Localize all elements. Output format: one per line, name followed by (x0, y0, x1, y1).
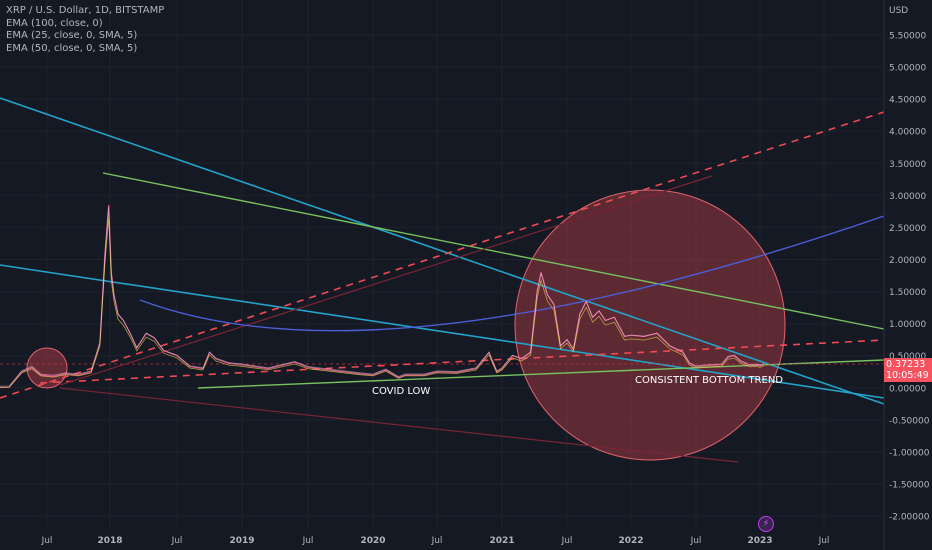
x-tick-label: 2019 (229, 536, 254, 546)
y-tick-label: 5.50000 (889, 31, 926, 41)
price-axis-panel[interactable] (884, 0, 932, 550)
x-tick-label: Jul (431, 536, 443, 546)
y-tick-label: -0.50000 (889, 416, 930, 426)
x-tick-label: Jul (41, 536, 53, 546)
ema-line-yellow (0, 217, 764, 388)
x-tick-label: 2018 (97, 536, 122, 546)
y-tick-label: 0.50000 (889, 352, 926, 362)
lightning-bolt-icon[interactable]: ⚡ (758, 516, 774, 532)
current-price-value: 0.37233 (886, 358, 926, 370)
annotation-covid-low: COVID LOW (372, 386, 430, 397)
candle-line-white (0, 207, 764, 387)
x-tick-label: 2023 (747, 536, 772, 546)
y-tick-label: 1.00000 (889, 320, 926, 330)
x-tick-label: Jul (818, 536, 830, 546)
trend-drawings (0, 97, 885, 463)
x-tick-label: Jul (171, 536, 183, 546)
y-tick-label: 1.50000 (889, 288, 926, 298)
y-tick-label: -1.50000 (889, 481, 930, 491)
annotation-consistent-bottom-trend: CONSISTENT BOTTOM TREND (635, 375, 783, 386)
y-tick-label: 3.50000 (889, 160, 926, 170)
price-series (0, 204, 765, 388)
bar-countdown: 10:05:49 (886, 369, 929, 381)
y-tick-label: -2.00000 (889, 513, 930, 523)
y-tick-label: 3.00000 (889, 192, 926, 202)
trendline-green-top (102, 172, 885, 330)
x-tick-label: Jul (302, 536, 314, 546)
y-tick-label: 4.00000 (889, 128, 926, 138)
trendline-cyan-lower (0, 264, 885, 399)
trendline-red-dashed-lower (39, 339, 885, 384)
y-tick-label: 4.50000 (889, 96, 926, 106)
y-tick-label: 2.50000 (889, 224, 926, 234)
indicator-ema-100[interactable]: EMA (100, close, 0) (6, 17, 103, 29)
trendline-cyan-upper (0, 97, 885, 405)
annotations: COVID LOW CONSISTENT BOTTOM TREND (372, 375, 783, 397)
x-tick-label: Jul (690, 536, 702, 546)
symbol-legend[interactable]: XRP / U.S. Dollar, 1D, BITSTAMP EMA (100… (6, 5, 164, 55)
highlight-circle-2017 (26, 347, 68, 389)
x-tick-label: 2022 (618, 536, 643, 546)
y-axis-ticks: 5.50000 5.00000 4.50000 4.00000 3.50000 3.000… (889, 31, 930, 522)
y-tick-label: 5.00000 (889, 64, 926, 74)
y-tick-label: 2.00000 (889, 256, 926, 266)
x-axis-ticks: Jul 2018 Jul 2019 Jul 2020 Jul 2021 Jul 2022 Jul 20… (41, 536, 830, 546)
trendline-green-bottom (197, 359, 885, 389)
trendline-dark-red-upper (59, 175, 713, 386)
indicator-ema-50[interactable]: EMA (50, close, 0, SMA, 5) (6, 42, 138, 54)
curve-blue-parabolic (139, 215, 885, 332)
y-tick-label: -1.00000 (889, 448, 930, 458)
indicator-ema-25[interactable]: EMA (25, close, 0, SMA, 5) (6, 30, 138, 41)
currency-label: USD (889, 6, 908, 16)
trendline-dark-red-lower (59, 387, 739, 463)
x-tick-label: 2021 (489, 536, 514, 546)
x-tick-label: 2020 (360, 536, 385, 546)
highlight-circle-2021 (514, 189, 786, 461)
x-tick-label: Jul (561, 536, 573, 546)
y-tick-label: 0.00000 (889, 384, 926, 394)
symbol-title[interactable]: XRP / U.S. Dollar, 1D, BITSTAMP (6, 5, 165, 16)
current-price-tag: 0.37233 10:05:49 (884, 357, 932, 382)
